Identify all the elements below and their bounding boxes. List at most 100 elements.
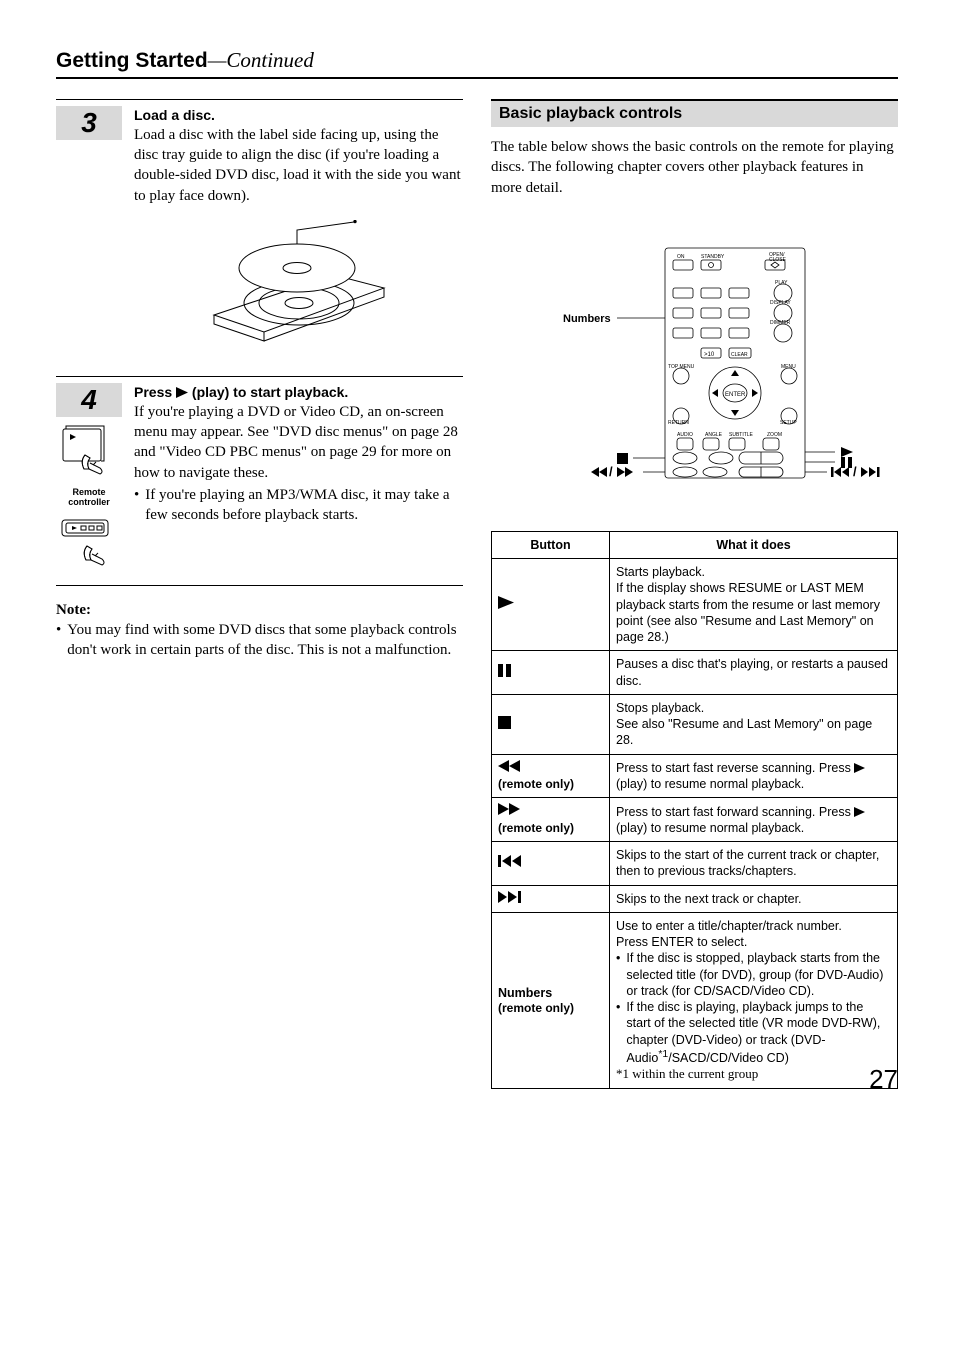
step-bullet: • If you're playing an MP3/WMA disc, it … <box>134 485 463 526</box>
remote-only-label: (remote only) <box>498 1001 603 1017</box>
step-4: 4 Remote <box>56 377 463 586</box>
step-text: If you're playing a DVD or Video CD, an … <box>134 402 463 483</box>
btn-cell-prev <box>492 842 610 886</box>
heading-post: (play) to start playback. <box>188 384 348 400</box>
table-row: Skips to the next track or chapter. <box>492 885 898 912</box>
desc-line: See also "Resume and Last Memory" on pag… <box>616 716 891 749</box>
table-row: Stops playback. See also "Resume and Las… <box>492 694 898 754</box>
svg-text:SUBTITLE: SUBTITLE <box>729 432 754 438</box>
heading-pre: Press <box>134 384 176 400</box>
section-title-main: Getting Started <box>56 49 208 72</box>
btn-cell-next <box>492 885 610 912</box>
b2-sup: *1 <box>658 1049 668 1060</box>
desc-cell: Skips to the start of the current track … <box>610 842 898 886</box>
section-title-sub: Continued <box>226 48 314 72</box>
remote-controller-label: Remote controller <box>56 488 122 508</box>
play-icon <box>498 596 514 609</box>
controls-table: Button What it does Starts playback. If … <box>491 531 898 1089</box>
step-number: 4 <box>56 383 122 417</box>
desc-line: Press ENTER to select. <box>616 934 891 950</box>
bullet-dot: • <box>616 999 620 1066</box>
bullet-text: If the disc is stopped, playback starts … <box>626 950 891 999</box>
step-text: Load a disc with the label side facing u… <box>134 125 463 206</box>
remote-only-label: (remote only) <box>498 821 574 835</box>
section-header: Getting Started—Continued <box>56 48 898 79</box>
step-3: 3 Load a disc. Load a disc with the labe… <box>56 99 463 377</box>
desc-cell: Pauses a disc that's playing, or restart… <box>610 651 898 695</box>
btn-cell-stop <box>492 694 610 754</box>
pause-icon <box>498 664 511 677</box>
svg-text:MENU: MENU <box>781 364 796 370</box>
two-column-layout: 3 Load a disc. Load a disc with the labe… <box>56 99 898 1089</box>
bullet-text: If the disc is playing, playback jumps t… <box>626 999 891 1066</box>
step-body: Load a disc. Load a disc with the label … <box>134 106 463 366</box>
remote-label-l2: controller <box>56 498 122 508</box>
table-row: Numbers (remote only) Use to enter a tit… <box>492 912 898 1088</box>
desc-line: Use to enter a title/chapter/track numbe… <box>616 918 891 934</box>
panel-heading: Basic playback controls <box>491 99 898 127</box>
btn-cell-rev: (remote only) <box>492 754 610 798</box>
play-icon <box>854 807 865 817</box>
desc-cell: Stops playback. See also "Resume and Las… <box>610 694 898 754</box>
desc-line: If the display shows RESUME or LAST MEM … <box>616 580 891 645</box>
desc-post: (play) to resume normal playback. <box>616 777 804 791</box>
play-icon <box>176 387 188 398</box>
bullet-text: You may find with some DVD discs that so… <box>67 620 463 661</box>
step-heading: Load a disc. <box>134 106 463 125</box>
svg-text:>10: >10 <box>704 352 715 358</box>
play-icon <box>854 763 865 773</box>
left-column: 3 Load a disc. Load a disc with the labe… <box>56 99 463 1089</box>
table-row: (remote only) Press to start fast forwar… <box>492 798 898 842</box>
note-heading: Note: <box>56 600 463 620</box>
svg-text:ENTER: ENTER <box>725 392 746 398</box>
desc-bullet: • If the disc is playing, playback jumps… <box>616 999 891 1066</box>
table-row: (remote only) Press to start fast revers… <box>492 754 898 798</box>
svg-text:DISPLAY: DISPLAY <box>770 300 791 306</box>
step-number: 3 <box>56 106 122 140</box>
section-title-sep: — <box>208 48 227 72</box>
skip-prev-icon <box>498 855 522 867</box>
b2-post: /SACD/CD/Video CD) <box>668 1051 789 1065</box>
svg-text:RETURN: RETURN <box>668 420 689 426</box>
svg-text:TOP MENU: TOP MENU <box>668 364 695 370</box>
bullet-dot: • <box>134 485 139 526</box>
th-desc: What it does <box>610 531 898 558</box>
disc-tray-svg <box>204 220 394 360</box>
svg-text:ANGLE: ANGLE <box>705 432 723 438</box>
desc-post: (play) to resume normal playback. <box>616 821 804 835</box>
panel-intro: The table below shows the basic controls… <box>491 137 898 198</box>
table-header-row: Button What it does <box>492 531 898 558</box>
note-bullet: • You may find with some DVD discs that … <box>56 620 463 661</box>
remote-figure: Numbers ONSTANDBYOPEN/CLOSE <box>491 218 898 503</box>
play-button-illustration <box>56 425 122 482</box>
btn-cell-play <box>492 559 610 651</box>
table-row: Starts playback. If the display shows RE… <box>492 559 898 651</box>
th-button: Button <box>492 531 610 558</box>
table-row: Pauses a disc that's playing, or restart… <box>492 651 898 695</box>
right-column: Basic playback controls The table below … <box>491 99 898 1089</box>
svg-text:DIMMER: DIMMER <box>770 320 791 326</box>
remote-controller-illustration <box>56 512 122 575</box>
desc-line: Stops playback. <box>616 700 891 716</box>
btn-cell-fwd: (remote only) <box>492 798 610 842</box>
footnote: *1 within the current group <box>616 1066 891 1083</box>
desc-pre: Press to start fast forward scanning. Pr… <box>616 805 854 819</box>
numbers-callout-label: Numbers <box>563 313 611 325</box>
desc-cell: Press to start fast reverse scanning. Pr… <box>610 754 898 798</box>
svg-text:/: / <box>853 464 857 479</box>
btn-cell-numbers: Numbers (remote only) <box>492 912 610 1088</box>
svg-text:CLEAR: CLEAR <box>731 352 748 358</box>
table-row: Skips to the start of the current track … <box>492 842 898 886</box>
desc-cell: Use to enter a title/chapter/track numbe… <box>610 912 898 1088</box>
note-block: Note: • You may find with some DVD discs… <box>56 600 463 661</box>
svg-text:AUDIO: AUDIO <box>677 432 693 438</box>
step-num-col: 3 <box>56 106 122 366</box>
disc-tray-illustration <box>134 220 463 360</box>
bullet-dot: • <box>56 620 61 661</box>
numbers-label: Numbers <box>498 985 603 1001</box>
desc-cell: Press to start fast forward scanning. Pr… <box>610 798 898 842</box>
page-number: 27 <box>869 1064 898 1095</box>
desc-cell: Skips to the next track or chapter. <box>610 885 898 912</box>
desc-cell: Starts playback. If the display shows RE… <box>610 559 898 651</box>
btn-cell-pause <box>492 651 610 695</box>
